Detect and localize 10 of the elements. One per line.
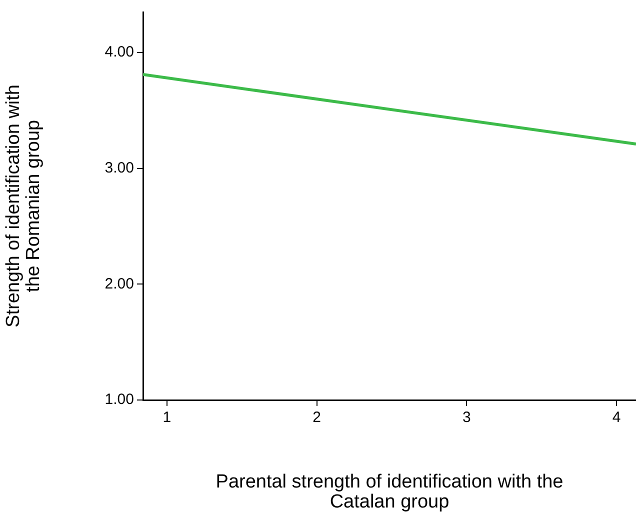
x-axis-title: Parental strength of identification with the Catalan group [216, 471, 564, 512]
x-tick-label: 1 [162, 409, 172, 426]
y-tick-label: 3.00 [104, 160, 134, 176]
y-tick-label: 2.00 [104, 275, 134, 292]
y-tick-label: 4.00 [104, 44, 134, 61]
y-axis-title: Strength of identification with the Romanian group [3, 84, 44, 328]
y-tick-label: 1.00 [104, 391, 134, 408]
x-tick-label: 4 [612, 409, 621, 426]
x-tick-label: 2 [312, 409, 321, 426]
x-tick-label: 3 [462, 409, 471, 426]
